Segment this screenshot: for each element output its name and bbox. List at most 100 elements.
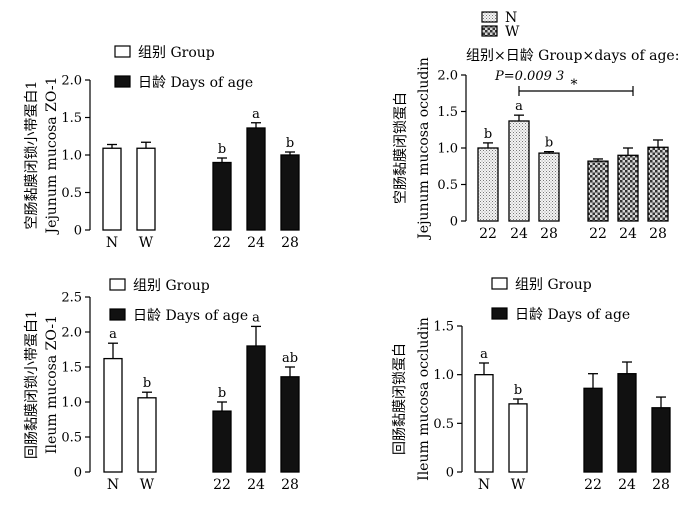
y-axis-title-en: Ileum mucosa occludin bbox=[416, 317, 432, 481]
interaction-label: 组别×日龄 Group×days of age: bbox=[466, 48, 679, 64]
significance-letter: b bbox=[143, 376, 151, 391]
x-tick-label: 28 bbox=[649, 226, 667, 242]
significance-letter: b bbox=[286, 136, 294, 151]
y-tick-label: 1.5 bbox=[61, 361, 82, 376]
significance-letter: a bbox=[109, 327, 117, 342]
x-tick-label: 24 bbox=[510, 226, 528, 242]
y-tick-label: 2.5 bbox=[61, 291, 82, 306]
legend-swatch bbox=[114, 75, 131, 88]
legend-swatch bbox=[481, 11, 498, 23]
y-tick-label: 1.5 bbox=[433, 320, 454, 335]
bar bbox=[477, 147, 499, 222]
x-tick-label: W bbox=[140, 477, 155, 493]
x-tick-label: 22 bbox=[479, 226, 497, 242]
significance-letter: b bbox=[514, 383, 522, 398]
x-tick-label: 28 bbox=[540, 226, 558, 242]
chart-ileum-zo1: 0 0.5 1.0 1.5 2.0 2.5 回肠黏膜闭锁小带蛋白1 Ileum mucosa … bbox=[24, 278, 300, 493]
significance-letter: a bbox=[480, 347, 488, 362]
y-tick-label: 0 bbox=[446, 466, 454, 481]
y-axis-title-cn: 回肠黏膜闭锁蛋白 bbox=[392, 343, 408, 455]
bar bbox=[137, 397, 157, 473]
bar bbox=[136, 147, 156, 231]
bar bbox=[246, 345, 266, 473]
bar bbox=[587, 160, 609, 222]
bar bbox=[508, 403, 528, 473]
y-tick-label: 0 bbox=[74, 224, 82, 239]
y-tick-label: 0.5 bbox=[61, 186, 82, 201]
bar bbox=[583, 387, 603, 473]
x-tick-label: 22 bbox=[584, 477, 602, 493]
bar bbox=[538, 152, 560, 222]
y-tick-label: 1.0 bbox=[61, 149, 82, 164]
bar bbox=[651, 407, 671, 473]
bar bbox=[246, 127, 266, 231]
legend-swatch bbox=[491, 277, 508, 290]
y-axis-title-en: Jejunum mucosa occludin bbox=[416, 57, 432, 241]
significance-letter: b bbox=[218, 142, 226, 157]
bar bbox=[103, 357, 123, 473]
y-axis-title-cn: 空肠黏膜闭锁蛋白 bbox=[393, 92, 409, 204]
significance-letter: a bbox=[252, 310, 260, 325]
bar bbox=[280, 154, 300, 231]
y-tick-label: 1.0 bbox=[61, 396, 82, 411]
x-tick-label: 24 bbox=[247, 477, 265, 493]
legend-swatch bbox=[491, 307, 508, 320]
y-axis-title-cn: 空肠黏膜闭锁小带蛋白1 bbox=[24, 81, 40, 230]
significance-letter: b bbox=[484, 127, 492, 142]
chart-jejunum-occludin: 0 0.5 1.0 1.5 2.0 空肠黏膜闭锁蛋白 Jejunum mucosa occl… bbox=[393, 10, 679, 242]
y-tick-label: 1.5 bbox=[61, 111, 82, 126]
bar bbox=[617, 154, 639, 222]
y-tick-label: 0.5 bbox=[433, 417, 454, 432]
legend-label: W bbox=[505, 24, 520, 40]
significance-letter: a bbox=[252, 107, 260, 122]
x-tick-label: 28 bbox=[652, 477, 670, 493]
x-tick-label: N bbox=[106, 235, 118, 251]
legend-swatch bbox=[109, 278, 126, 291]
y-tick-label: 0 bbox=[74, 466, 82, 481]
legend-swatch bbox=[114, 45, 131, 58]
chart-jejunum-zo1: 0 0.5 1.0 1.5 2.0 空肠黏膜闭锁小带蛋白1 Jejunum mucosa Z… bbox=[24, 45, 300, 251]
x-tick-label: 24 bbox=[247, 235, 265, 251]
bar bbox=[617, 373, 637, 473]
legend-label: 日龄 Days of age bbox=[515, 307, 630, 323]
legend-label: N bbox=[505, 10, 517, 26]
y-axis-title-en: Jejunum mucosa ZO-1 bbox=[44, 77, 60, 236]
significance-letter: ab bbox=[282, 351, 298, 366]
y-axis-title-cn: 回肠黏膜闭锁小带蛋白1 bbox=[24, 310, 40, 459]
y-axis-title-en: Ileum mucosa ZO-1 bbox=[44, 315, 60, 454]
bar bbox=[508, 120, 530, 222]
x-tick-label: N bbox=[107, 477, 119, 493]
x-tick-label: 28 bbox=[281, 477, 299, 493]
y-tick-label: 2.0 bbox=[61, 326, 82, 341]
legend-swatch bbox=[109, 308, 126, 321]
y-tick-label: 0 bbox=[450, 215, 458, 230]
bar bbox=[647, 146, 669, 222]
y-tick-label: 1.0 bbox=[437, 142, 458, 157]
chart-ileum-occludin: 0 0.5 1.0 1.5 回肠黏膜闭锁蛋白 Ileum mucosa occludin a… bbox=[392, 277, 671, 493]
legend-label: 日龄 Days of age bbox=[133, 308, 248, 324]
x-tick-label: 24 bbox=[619, 226, 637, 242]
y-tick-label: 0.5 bbox=[61, 431, 82, 446]
significance-star: * bbox=[571, 77, 578, 93]
legend-label: 组别 Group bbox=[133, 278, 210, 294]
significance-letter: a bbox=[515, 99, 523, 114]
p-value-label: P=0.009 3 bbox=[494, 69, 564, 84]
x-tick-label: 22 bbox=[589, 226, 607, 242]
bar bbox=[212, 161, 232, 231]
x-tick-label: W bbox=[139, 235, 154, 251]
x-tick-label: 22 bbox=[213, 235, 231, 251]
x-tick-label: N bbox=[478, 477, 490, 493]
significance-letter: b bbox=[545, 136, 553, 151]
significance-letter: b bbox=[218, 386, 226, 401]
legend-label: 组别 Group bbox=[515, 277, 592, 293]
y-tick-label: 1.0 bbox=[433, 368, 454, 383]
bar bbox=[474, 374, 494, 473]
legend-label: 日龄 Days of age bbox=[138, 75, 253, 91]
x-tick-label: 24 bbox=[618, 477, 636, 493]
x-tick-label: W bbox=[511, 477, 526, 493]
y-tick-label: 0.5 bbox=[437, 178, 458, 193]
y-tick-label: 2.0 bbox=[61, 74, 82, 89]
legend-label: 组别 Group bbox=[138, 45, 215, 61]
x-tick-label: 22 bbox=[213, 477, 231, 493]
